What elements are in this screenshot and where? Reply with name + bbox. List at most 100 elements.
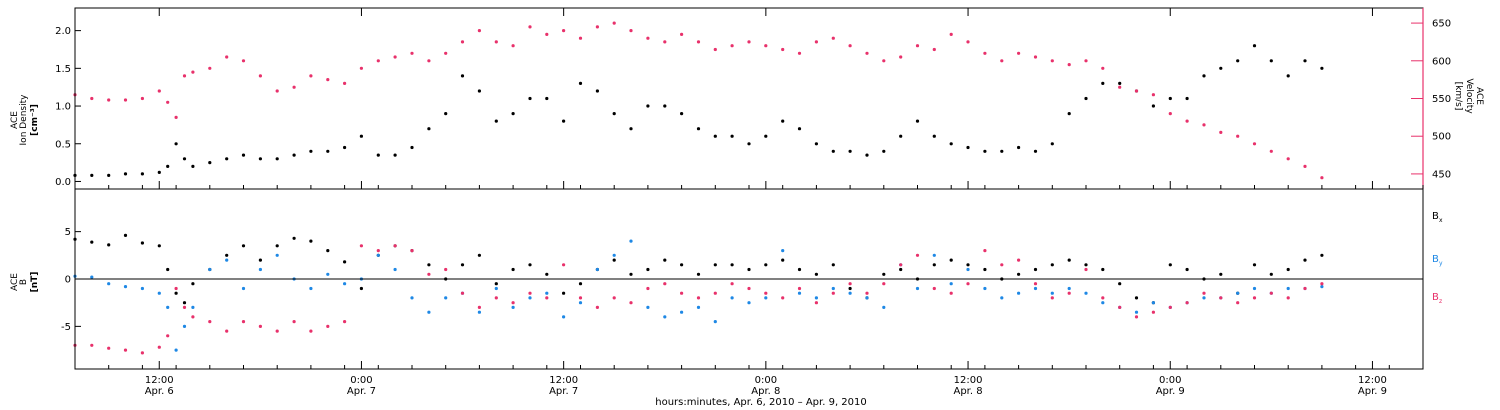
density-velocity-panel: 0.0 0.5 1.0 1.5 2.0 450 500 550 600 650 ACE Ion … (10, 7, 1484, 190)
By-point (747, 301, 751, 305)
Bz-point (646, 286, 650, 291)
Bz-point (528, 291, 532, 295)
Bx-point (174, 291, 178, 295)
By-point (949, 282, 953, 286)
By-point (915, 286, 920, 291)
velocity-point (1118, 85, 1122, 89)
By-point (494, 286, 498, 291)
density-point (258, 157, 262, 161)
density-point (932, 134, 936, 138)
velocity-point (1101, 66, 1105, 70)
density-point (646, 104, 650, 108)
velocity-point (882, 59, 886, 63)
time-axis-title: hours:minutes, Apr. 6, 2010 – Apr. 9, 20… (655, 397, 867, 408)
Bz-point (747, 286, 751, 291)
Bx-point (797, 267, 802, 272)
velocity-point (140, 96, 144, 101)
Bx-point (983, 267, 987, 272)
velocity-point (629, 29, 633, 33)
velocity-point (1017, 51, 1021, 55)
Bx-point (1118, 282, 1122, 286)
By-point (1202, 296, 1206, 300)
density-point (831, 149, 835, 153)
legend-label-x: B (1432, 211, 1439, 222)
density-point (1050, 142, 1054, 146)
velocity-point (562, 29, 566, 33)
date-tick-label: Apr. 7 (549, 386, 578, 397)
density-point (460, 74, 465, 78)
density-point (292, 153, 296, 157)
Bx-point (309, 239, 313, 243)
Bx-point (1033, 267, 1038, 272)
velocity-point (848, 44, 852, 48)
By-point (781, 249, 785, 253)
density-point (444, 112, 448, 116)
velocity-point (359, 66, 363, 70)
density-point (663, 104, 667, 108)
density-point (680, 112, 684, 116)
By-point (612, 253, 616, 257)
density-point (1084, 96, 1088, 101)
Bx-point (1067, 258, 1071, 262)
velocity-point (174, 115, 178, 119)
Bx-point (848, 286, 852, 291)
velocity-point (1168, 112, 1172, 116)
density-point (359, 134, 363, 138)
density-point (1202, 74, 1206, 78)
Bz-point (123, 348, 128, 352)
Bx-point (511, 267, 515, 272)
Bz-point (140, 351, 144, 355)
velocity-series (73, 21, 1324, 180)
density-point (1017, 145, 1021, 150)
Bz-point (882, 282, 886, 286)
Bx-point (932, 263, 936, 267)
density-tick-label: 0.0 (55, 177, 71, 188)
Bx-point (258, 258, 262, 262)
velocity-axis-label-line2: Velocity (1464, 78, 1474, 114)
density-point (140, 172, 144, 176)
By-point (393, 267, 397, 272)
velocity-point (157, 89, 161, 93)
density-point (528, 96, 532, 101)
velocity-point (680, 32, 684, 37)
density-point (1033, 149, 1038, 153)
density-point (1320, 66, 1324, 70)
Bz-point (814, 301, 819, 305)
Bz-point (1320, 282, 1324, 286)
velocity-point (107, 98, 111, 102)
By-point (983, 286, 987, 291)
density-point (1236, 59, 1240, 63)
velocity-point (1236, 134, 1240, 138)
By-point (680, 310, 684, 314)
velocity-tick-label: 600 (1432, 56, 1451, 67)
Bz-point (764, 291, 768, 295)
velocity-point (292, 85, 296, 89)
Bz-point (1134, 315, 1139, 319)
velocity-point (309, 74, 313, 78)
Bz-points (73, 244, 1324, 355)
velocity-tick-label: 450 (1432, 169, 1451, 180)
legend-subscript-y: y (1439, 260, 1443, 267)
By-point (814, 296, 819, 300)
density-tick-label: 0.5 (55, 139, 71, 150)
velocity-axis-label-line3: [km/s] (1453, 82, 1463, 111)
density-point (545, 96, 549, 101)
Bx-point (1101, 267, 1105, 272)
Bx-point (460, 263, 465, 267)
By-point (646, 305, 650, 309)
date-tick-label: Apr. 9 (1156, 386, 1185, 397)
Bx-point (781, 258, 785, 262)
velocity-point (983, 51, 987, 55)
By-point (764, 296, 768, 300)
velocity-point (376, 59, 380, 63)
By-point (191, 305, 195, 309)
Bx-point (730, 263, 734, 267)
density-point (393, 153, 397, 157)
density-point (966, 145, 970, 150)
density-point (915, 119, 920, 123)
Bz-point (444, 267, 448, 272)
density-tick-label: 1.0 (55, 102, 71, 113)
Bz-point (1286, 296, 1290, 300)
By-point (831, 286, 835, 291)
